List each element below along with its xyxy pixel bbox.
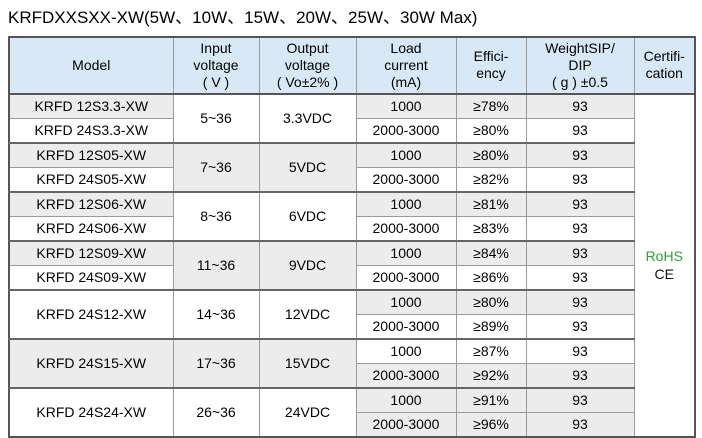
ce-label: CE <box>654 266 674 283</box>
col-header-output-voltage: Output voltage ( Vo±2% ) <box>258 36 357 95</box>
weight-cell: 93 <box>525 386 635 413</box>
model-cell: KRFD 24S12-XW <box>8 288 174 340</box>
weight-cell: 93 <box>525 190 635 217</box>
weight-cell: 93 <box>525 117 635 144</box>
model-cell: KRFD 24S09-XW <box>8 264 174 291</box>
table-body: KRFD 12S3.3-XW 5~36 3.3VDC 1000 ≥78% 93 RoHS CE… <box>8 92 696 438</box>
table-row: KRFD 24S09-XW 2000-3000 ≥86% 93 <box>8 264 695 291</box>
table-row: KRFD 24S05-XW 2000-3000 ≥82% 93 <box>8 166 695 193</box>
output-voltage-cell: 6VDC <box>258 190 357 242</box>
weight-cell: 93 <box>525 313 635 340</box>
efficiency-cell: ≥78% <box>455 92 527 119</box>
table-row: KRFD 24S06-XW 2000-3000 ≥83% 93 <box>8 215 695 242</box>
input-voltage-cell: 5~36 <box>172 92 260 144</box>
load-current-cell: 1000 <box>355 337 457 364</box>
efficiency-cell: ≥86% <box>455 264 527 291</box>
input-voltage-cell: 11~36 <box>172 239 260 291</box>
table-header: Model Input voltage ( V ) Output voltage… <box>8 36 696 95</box>
efficiency-cell: ≥92% <box>455 362 527 389</box>
output-voltage-cell: 12VDC <box>258 288 357 340</box>
certification-cell: RoHS CE <box>633 92 696 438</box>
load-current-cell: 1000 <box>355 92 457 119</box>
output-voltage-cell: 24VDC <box>258 386 357 438</box>
weight-cell: 93 <box>525 264 635 291</box>
efficiency-cell: ≥82% <box>455 166 527 193</box>
input-voltage-cell: 14~36 <box>172 288 260 340</box>
model-cell: KRFD 24S15-XW <box>8 337 174 389</box>
model-cell: KRFD 12S3.3-XW <box>8 92 174 119</box>
efficiency-cell: ≥89% <box>455 313 527 340</box>
weight-cell: 93 <box>525 141 635 168</box>
efficiency-cell: ≥80% <box>455 141 527 168</box>
efficiency-cell: ≥83% <box>455 215 527 242</box>
output-voltage-cell: 3.3VDC <box>258 92 357 144</box>
weight-cell: 93 <box>525 337 635 364</box>
efficiency-cell: ≥80% <box>455 117 527 144</box>
input-voltage-cell: 26~36 <box>172 386 260 438</box>
load-current-cell: 1000 <box>355 141 457 168</box>
col-header-model: Model <box>8 36 174 95</box>
input-voltage-cell: 17~36 <box>172 337 260 389</box>
efficiency-cell: ≥91% <box>455 386 527 413</box>
input-voltage-cell: 8~36 <box>172 190 260 242</box>
table-row: KRFD 12S05-XW 7~36 5VDC 1000 ≥80% 93 <box>8 141 695 193</box>
model-cell: KRFD 12S09-XW <box>8 239 174 266</box>
model-cell: KRFD 12S06-XW <box>8 190 174 217</box>
weight-cell: 93 <box>525 288 635 315</box>
weight-cell: 93 <box>525 362 635 389</box>
weight-cell: 93 <box>525 166 635 193</box>
efficiency-cell: ≥80% <box>455 288 527 315</box>
load-current-cell: 2000-3000 <box>355 362 457 389</box>
model-cell: KRFD 24S06-XW <box>8 215 174 242</box>
col-header-load-current: Load current (mA) <box>355 36 457 95</box>
weight-cell: 93 <box>525 92 635 119</box>
load-current-cell: 1000 <box>355 239 457 266</box>
table-row: KRFD 12S06-XW 8~36 6VDC 1000 ≥81% 93 <box>8 190 695 242</box>
weight-cell: 93 <box>525 215 635 242</box>
table-row: KRFD 24S24-XW 26~36 24VDC 1000 ≥91% 93 <box>8 386 695 438</box>
load-current-cell: 1000 <box>355 386 457 413</box>
col-header-input-voltage: Input voltage ( V ) <box>172 36 260 95</box>
load-current-cell: 2000-3000 <box>355 117 457 144</box>
table-row: KRFD 12S3.3-XW 5~36 3.3VDC 1000 ≥78% 93 RoHS CE <box>8 92 696 438</box>
efficiency-cell: ≥87% <box>455 337 527 364</box>
weight-cell: 93 <box>525 239 635 266</box>
table-row: KRFD 24S12-XW 14~36 12VDC 1000 ≥80% 93 <box>8 288 695 340</box>
model-cell: KRFD 24S24-XW <box>8 386 174 438</box>
input-voltage-cell: 7~36 <box>172 141 260 193</box>
efficiency-cell: ≥96% <box>455 411 527 438</box>
table-row: 2000-3000 ≥92% 93 <box>9 362 695 389</box>
table-row: KRFD 12S09-XW 11~36 9VDC 1000 ≥84% 93 <box>8 239 695 291</box>
output-voltage-cell: 5VDC <box>258 141 357 193</box>
header-row: Model Input voltage ( V ) Output voltage… <box>8 36 696 95</box>
table-row: 2000-3000 ≥96% 93 <box>9 411 695 438</box>
efficiency-cell: ≥84% <box>455 239 527 266</box>
load-current-cell: 1000 <box>355 288 457 315</box>
col-header-efficiency: Effici- ency <box>455 36 527 95</box>
model-cell: KRFD 24S05-XW <box>8 166 174 193</box>
spec-table: Model Input voltage ( V ) Output voltage… <box>8 35 696 438</box>
load-current-cell: 2000-3000 <box>355 166 457 193</box>
load-current-cell: 2000-3000 <box>355 264 457 291</box>
col-header-certification: Certifi- cation <box>633 36 696 95</box>
output-voltage-cell: 9VDC <box>258 239 357 291</box>
load-current-cell: 2000-3000 <box>355 215 457 242</box>
table-row: KRFD 24S15-XW 17~36 15VDC 1000 ≥87% 93 <box>8 337 695 389</box>
page-title: KRFDXXSXX-XW(5W、10W、15W、20W、25W、30W Max) <box>8 8 478 27</box>
model-cell: KRFD 24S3.3-XW <box>8 117 174 144</box>
load-current-cell: 2000-3000 <box>355 313 457 340</box>
table-row: KRFD 24S3.3-XW 2000-3000 ≥80% 93 <box>8 117 695 144</box>
load-current-cell: 1000 <box>355 190 457 217</box>
efficiency-cell: ≥81% <box>455 190 527 217</box>
weight-cell: 93 <box>525 411 635 438</box>
col-header-weight: WeightSIP/ DIP ( g ) ±0.5 <box>525 36 635 95</box>
output-voltage-cell: 15VDC <box>258 337 357 389</box>
load-current-cell: 2000-3000 <box>355 411 457 438</box>
rohs-label: RoHS <box>645 248 683 265</box>
model-cell: KRFD 12S05-XW <box>8 141 174 168</box>
